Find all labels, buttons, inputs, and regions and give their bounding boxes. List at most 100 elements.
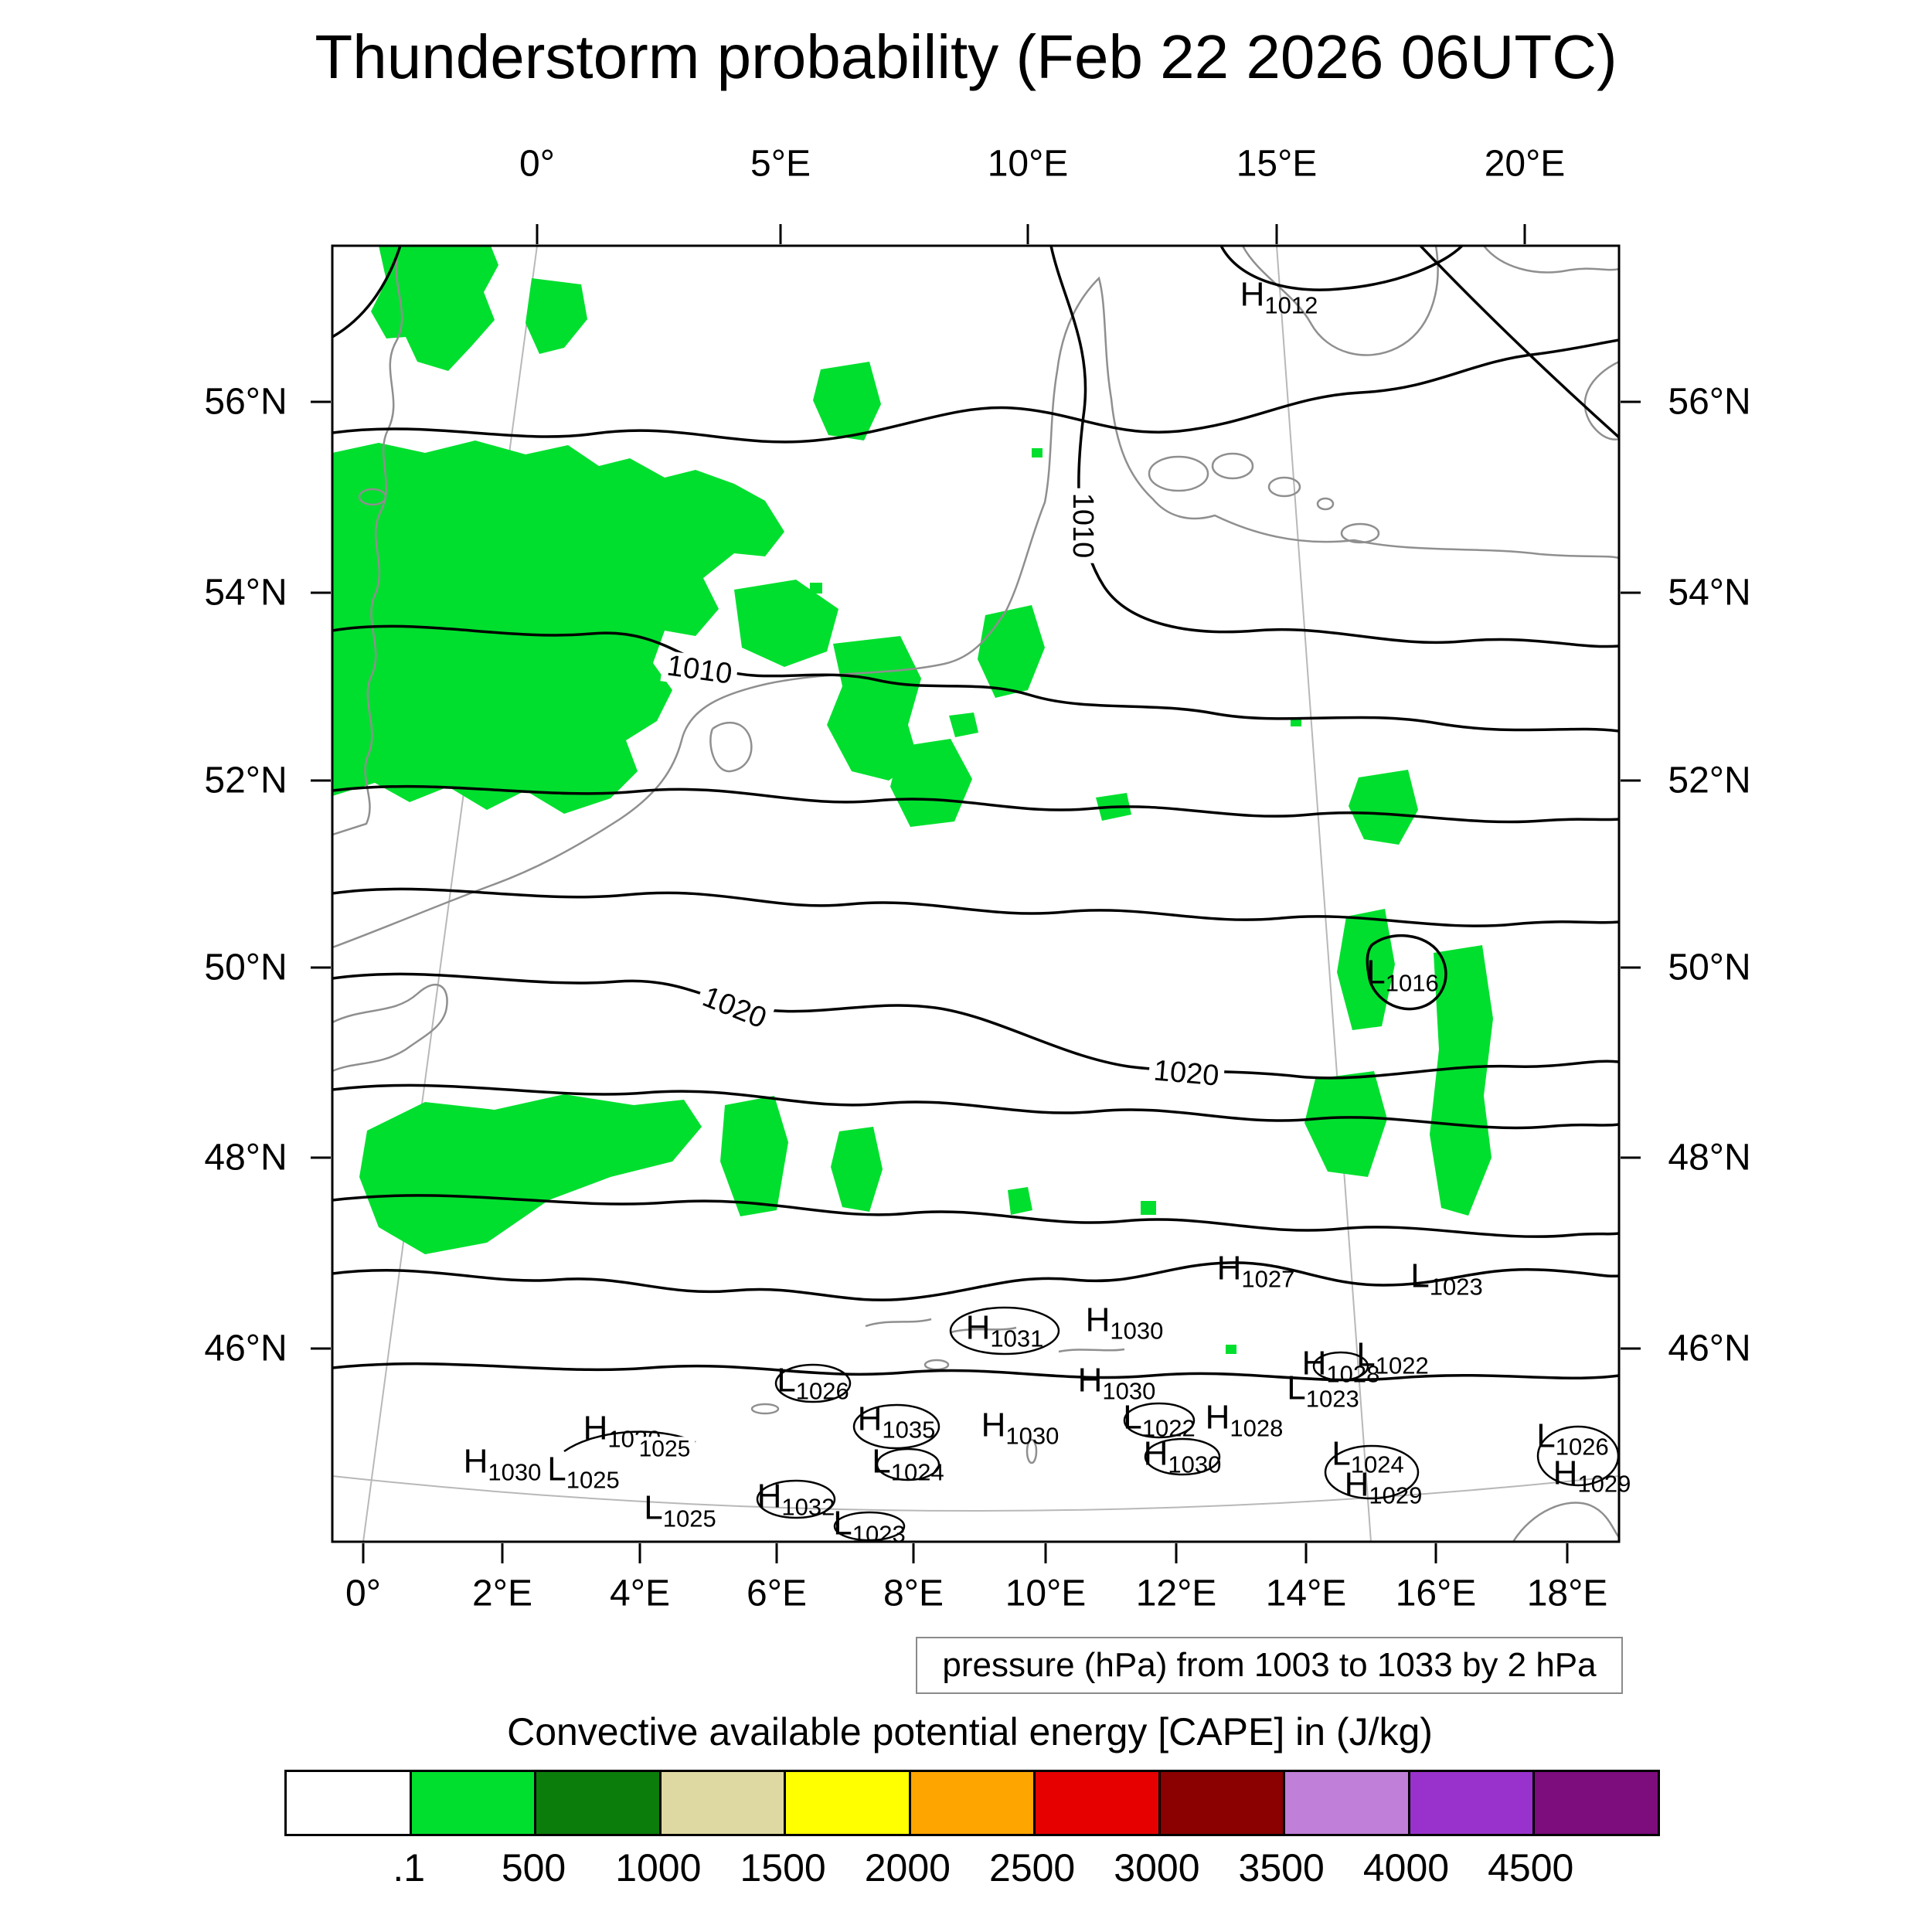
pressure-center-value: 1024 [1350, 1451, 1404, 1478]
page-title: Thunderstorm probability (Feb 22 2026 06… [315, 22, 1617, 91]
colorbar-tick-label: 1500 [740, 1846, 826, 1889]
pressure-center-letter: H [757, 1477, 782, 1515]
pressure-center-label: H1030 [981, 1406, 1060, 1448]
colorbar-labels: .1 500 1000 1500 2000 2500 3000 3500 4000 4500 [284, 1845, 1655, 1900]
pressure-center-letter: L [1123, 1398, 1142, 1437]
colorbar [284, 1770, 1660, 1836]
colorbar-tick-label: 2500 [989, 1846, 1076, 1889]
lon-tick-label-bottom: 16°E [1395, 1573, 1477, 1614]
pressure-center-value: 1023 [852, 1520, 906, 1548]
pressure-center-value: 1031 [990, 1325, 1044, 1352]
pressure-center-value: 1035 [882, 1416, 936, 1444]
pressure-center-label: L1023 [1410, 1259, 1483, 1301]
lon-tick-label-bottom: 12°E [1135, 1573, 1217, 1614]
pressure-center-letter: H [1077, 1361, 1103, 1400]
pressure-center-value: 1024 [890, 1458, 944, 1486]
pressure-center-label: L1016 [1366, 953, 1439, 997]
lat-tick-label-left: 48°N [204, 1137, 287, 1179]
pressure-center-letter: L [833, 1504, 852, 1543]
pressure-center-letter: H [981, 1406, 1006, 1444]
pressure-center-value: 1030 [1110, 1317, 1164, 1345]
pressure-center-value: 1029 [1369, 1481, 1423, 1509]
pressure-center-value: 1030 [1102, 1377, 1156, 1405]
colorbar-segment [1160, 1772, 1286, 1834]
pressure-center-value: 1027 [1241, 1265, 1295, 1293]
colorbar-segment [1285, 1772, 1410, 1834]
pressure-center-value: 1023 [1429, 1273, 1483, 1301]
lat-tick-label-left: 54°N [204, 572, 287, 614]
pressure-center-letter: H [1205, 1398, 1230, 1437]
pressure-center-label: H1030 [1144, 1437, 1222, 1477]
colorbar-tick-label: 4000 [1362, 1846, 1450, 1889]
lat-tick-label-left: 52°N [204, 760, 287, 801]
lon-tick-label-bottom: 8°E [883, 1573, 944, 1614]
pressure-center-letter: L [1366, 953, 1386, 992]
colorbar-tick-label: 3000 [1114, 1846, 1200, 1889]
pressure-center-letter: L [1332, 1434, 1351, 1473]
lat-tick-label-left: 46°N [204, 1328, 287, 1369]
colorbar-segment [1535, 1772, 1658, 1834]
colorbar-title: Convective available potential energy [C… [507, 1710, 1433, 1753]
pressure-center-letter: L [1536, 1417, 1556, 1455]
lat-tick-label-right: 50°N [1668, 947, 1751, 988]
pressure-center-value: 1012 [1264, 291, 1318, 319]
pressure-center-value: 1016 [1385, 969, 1439, 997]
pressure-center-label: H1035 [858, 1402, 936, 1444]
colorbar-tick-label: 4500 [1488, 1846, 1574, 1889]
map-frame [331, 244, 1621, 1543]
pressure-center-letter: H [583, 1409, 608, 1447]
pressure-center-letter: L [1287, 1369, 1306, 1407]
pressure-center-value: 1030 [1168, 1451, 1222, 1478]
pressure-center-label: H1032 [757, 1477, 835, 1521]
lon-tick-label-bottom: 6°E [747, 1573, 807, 1614]
colorbar-tick-label: 3500 [1238, 1846, 1325, 1889]
pressure-center-letter: H [1240, 275, 1265, 314]
contour-value-label: 1025 [634, 1437, 696, 1461]
pressure-center-letter: L [777, 1361, 796, 1400]
pressure-center-label: L1025 [547, 1452, 620, 1494]
pressure-caption: pressure (hPa) from 1003 to 1033 by 2 hP… [916, 1637, 1623, 1694]
colorbar-segment [786, 1772, 911, 1834]
pressure-center-value: 1032 [781, 1493, 835, 1521]
lon-tick-label-top: 5°E [750, 143, 811, 185]
lat-tick-label-right: 52°N [1668, 760, 1751, 801]
pressure-center-label: H1030 [1077, 1361, 1156, 1405]
pressure-center-label: H1030 [1086, 1303, 1164, 1345]
pressure-center-letter: L [644, 1488, 663, 1527]
tick-marks [311, 224, 1641, 1563]
colorbar-segment [1036, 1772, 1161, 1834]
pressure-center-label: H1031 [966, 1311, 1044, 1351]
lon-tick-label-bottom: 18°E [1526, 1573, 1608, 1614]
colorbar-tick-label: 500 [501, 1846, 566, 1889]
lon-tick-label-bottom: 4°E [610, 1573, 670, 1614]
pressure-center-letter: H [1553, 1454, 1578, 1492]
pressure-center-label: L1022 [1123, 1398, 1195, 1440]
pressure-center-label: L1026 [777, 1361, 849, 1403]
pressure-center-label: L1026 [1536, 1417, 1609, 1461]
lat-tick-label-left: 56°N [204, 381, 287, 423]
lon-tick-label-top: 10°E [987, 143, 1069, 185]
pressure-center-label: H1028 [1205, 1398, 1284, 1442]
pressure-center-value: 1028 [1230, 1414, 1284, 1442]
pressure-center-label: H1029 [1345, 1468, 1423, 1508]
pressure-center-label: H1027 [1217, 1251, 1295, 1293]
colorbar-segment [287, 1772, 412, 1834]
pressure-center-value: 1025 [566, 1466, 620, 1494]
pressure-center-letter: H [1301, 1344, 1327, 1383]
pressure-center-label: L1024 [1332, 1437, 1403, 1477]
pressure-center-value: 1028 [1326, 1360, 1380, 1388]
lat-tick-label-right: 54°N [1668, 572, 1751, 614]
pressure-center-value: 1026 [1555, 1433, 1609, 1461]
pressure-center-value: 1023 [1305, 1385, 1359, 1413]
pressure-center-label: L1025 [644, 1488, 716, 1532]
pressure-center-letter: H [965, 1308, 991, 1347]
pressure-center-label: H1029 [1553, 1454, 1631, 1496]
pressure-center-label: L1022 [1356, 1338, 1428, 1378]
colorbar-segment [1410, 1772, 1536, 1834]
pressure-center-label: L1023 [833, 1504, 906, 1548]
lon-tick-label-bottom: 10°E [1005, 1573, 1087, 1614]
pressure-center-label: H1030 [464, 1444, 542, 1485]
pressure-center-value: 1025 [662, 1505, 716, 1532]
pressure-center-letter: L [872, 1442, 891, 1481]
lon-tick-label-bottom: 14°E [1265, 1573, 1347, 1614]
